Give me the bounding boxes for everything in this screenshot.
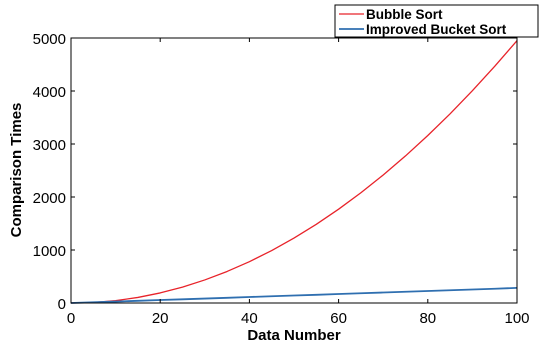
y-tick-label: 4000 [33, 84, 66, 101]
x-axis-title: Data Number [247, 327, 341, 344]
x-axis-tick-labels: 0 20 40 60 80 100 [67, 310, 530, 327]
x-tick-label: 100 [504, 310, 529, 327]
legend: Bubble Sort Improved Bucket Sort [334, 4, 539, 38]
y-tick-label: 5000 [33, 31, 66, 48]
series-line-bubble-sort [70, 40, 518, 304]
x-tick-label: 0 [67, 310, 75, 327]
legend-label-bubble-sort: Bubble Sort [366, 7, 443, 22]
y-tick-label: 0 [58, 296, 66, 313]
y-tick-label: 2000 [33, 190, 66, 207]
x-tick-label: 40 [241, 310, 258, 327]
x-tick-label: 60 [330, 310, 347, 327]
y-tick-label: 3000 [33, 137, 66, 154]
plot-area-frame [70, 37, 518, 304]
x-tick-label: 80 [419, 310, 436, 327]
plot-series [70, 40, 518, 304]
y-axis-tick-labels: 0 1000 2000 3000 4000 5000 [33, 31, 66, 313]
legend-label-improved-bucket-sort: Improved Bucket Sort [366, 22, 507, 37]
legend-box [334, 4, 539, 38]
x-tick-label: 20 [152, 310, 169, 327]
y-tick-label: 1000 [33, 243, 66, 260]
y-axis-title: Comparison Times [8, 103, 25, 238]
series-line-improved-bucket-sort [70, 286, 518, 304]
